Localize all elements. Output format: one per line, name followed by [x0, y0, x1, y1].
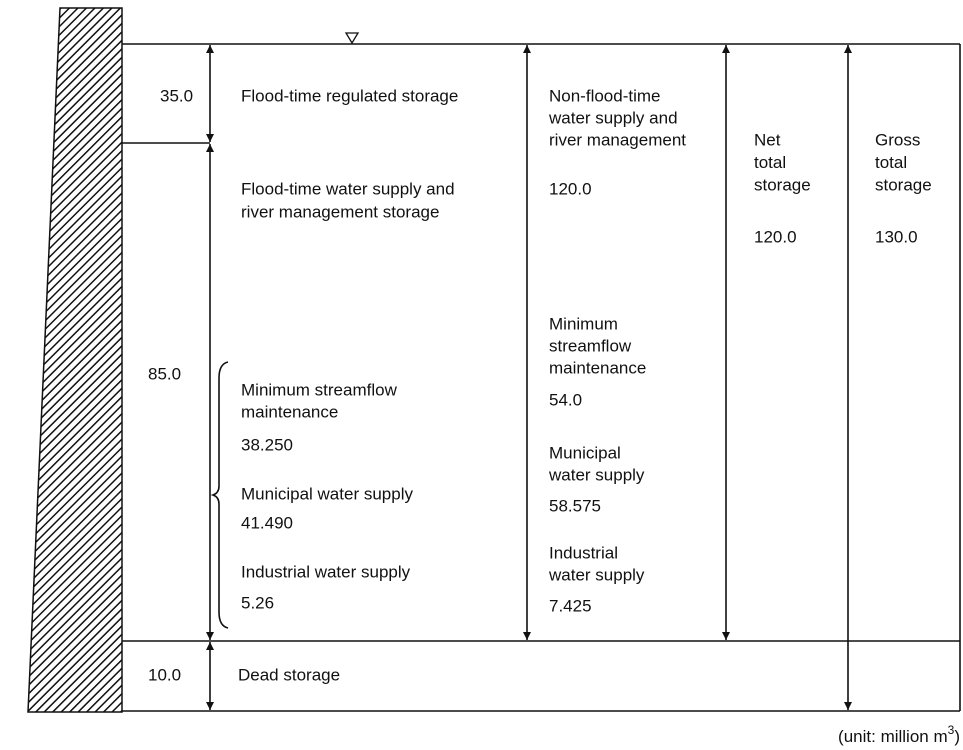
- label: Gross: [875, 130, 920, 149]
- amount: 85.0: [148, 364, 181, 383]
- amount: 120.0: [549, 179, 592, 198]
- item-label: Municipal: [549, 443, 621, 462]
- label: river management: [549, 130, 686, 149]
- item-label: Minimum: [549, 314, 618, 333]
- item-label: water supply: [548, 565, 645, 584]
- label: Dead storage: [238, 665, 340, 684]
- label: Flood-time water supply and: [241, 179, 455, 198]
- label: water supply and: [548, 108, 678, 127]
- amount: 130.0: [875, 227, 918, 246]
- amount: 120.0: [754, 227, 797, 246]
- item-label: maintenance: [241, 402, 338, 421]
- amount: 10.0: [148, 665, 181, 684]
- item-amount: 58.575: [549, 496, 601, 515]
- label: storage: [754, 175, 811, 194]
- dam: [27, 7, 123, 713]
- item-label: Industrial water supply: [241, 562, 411, 581]
- item-amount: 41.490: [241, 513, 293, 532]
- label: Non-flood-time: [549, 86, 661, 105]
- item-label: maintenance: [549, 358, 646, 377]
- arrows: [206, 45, 852, 710]
- item-label: Minimum streamflow: [241, 380, 398, 399]
- label: Net: [754, 130, 781, 149]
- item-amount: 5.26: [241, 593, 274, 612]
- item-label: Industrial: [549, 543, 618, 562]
- item-label: streamflow: [549, 336, 632, 355]
- label: storage: [875, 175, 932, 194]
- item-amount: 38.250: [241, 435, 293, 454]
- item-amount: 54.0: [549, 390, 582, 409]
- item-amount: 7.425: [549, 596, 592, 615]
- label: total: [875, 153, 907, 172]
- item-label: Municipal water supply: [241, 484, 413, 503]
- frame: [122, 32, 961, 712]
- label: total: [754, 153, 786, 172]
- item-label: water supply: [548, 465, 645, 484]
- unit-note: (unit: million m3): [838, 723, 960, 746]
- label: river management storage: [241, 202, 439, 221]
- amount: 35.0: [160, 86, 193, 105]
- label: Flood-time regulated storage: [241, 86, 458, 105]
